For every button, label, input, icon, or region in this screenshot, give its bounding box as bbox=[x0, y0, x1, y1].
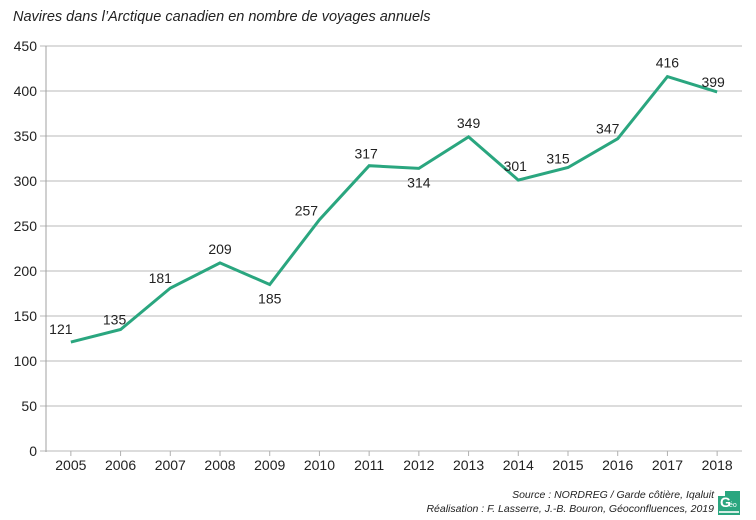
grid-lines bbox=[40, 45, 742, 452]
x-tick-label: 2014 bbox=[503, 457, 534, 473]
data-label: 349 bbox=[457, 115, 481, 131]
x-tick-label: 2012 bbox=[403, 457, 434, 473]
chart-title: Navires dans l’Arctique canadien en nomb… bbox=[13, 9, 431, 25]
data-label: 185 bbox=[258, 291, 282, 307]
y-tick-label: 100 bbox=[14, 353, 38, 369]
series-line bbox=[70, 74, 718, 344]
data-labels: 121 135 181 209 185 257 317 314 349 301 315 347 416 3… bbox=[49, 55, 725, 338]
data-label: 301 bbox=[504, 158, 528, 174]
y-tick-label: 50 bbox=[21, 398, 37, 414]
y-tick-label: 200 bbox=[14, 263, 38, 279]
series-group bbox=[70, 74, 718, 344]
y-tick-labels: 0 50 100 150 200 250 300 350 400 450 bbox=[14, 38, 38, 459]
y-tick-label: 150 bbox=[14, 308, 38, 324]
y-tick-label: 450 bbox=[14, 38, 38, 54]
y-tick-label: 300 bbox=[14, 173, 38, 189]
x-tick-label: 2006 bbox=[105, 457, 136, 473]
data-label: 416 bbox=[656, 55, 680, 71]
data-label: 347 bbox=[596, 121, 620, 137]
x-tick-labels: 2005 2006 2007 2008 2009 2010 2011 2012 2013 2014… bbox=[55, 457, 733, 473]
x-tick-label: 2016 bbox=[602, 457, 633, 473]
x-tick-label: 2008 bbox=[204, 457, 235, 473]
credit-text: Réalisation : F. Lasserre, J.-B. Bouron,… bbox=[426, 503, 714, 515]
data-label: 209 bbox=[208, 241, 232, 257]
data-label: 314 bbox=[407, 174, 431, 190]
x-tick-label: 2015 bbox=[552, 457, 583, 473]
y-tick-label: 350 bbox=[14, 128, 38, 144]
source-text: Source : NORDREG / Garde côtière, Iqalui… bbox=[512, 489, 714, 501]
geoconfluences-logo: G éo bbox=[718, 491, 740, 515]
logo-bar bbox=[719, 511, 739, 513]
data-label: 257 bbox=[295, 203, 319, 219]
x-tick-label: 2010 bbox=[304, 457, 335, 473]
x-tick-label: 2007 bbox=[155, 457, 186, 473]
y-tick-label: 250 bbox=[14, 218, 38, 234]
axes bbox=[45, 46, 718, 456]
x-tick-label: 2013 bbox=[453, 457, 484, 473]
logo-suffix: éo bbox=[729, 502, 737, 509]
y-tick-label: 0 bbox=[29, 443, 37, 459]
x-tick-label: 2018 bbox=[702, 457, 733, 473]
data-label: 121 bbox=[49, 321, 73, 337]
data-label: 399 bbox=[701, 74, 725, 90]
x-tick-label: 2009 bbox=[254, 457, 285, 473]
y-tick-label: 400 bbox=[14, 83, 38, 99]
data-label: 317 bbox=[354, 146, 378, 162]
x-tick-label: 2011 bbox=[354, 457, 384, 473]
data-label: 315 bbox=[546, 151, 570, 167]
data-label: 181 bbox=[149, 270, 173, 286]
x-tick-label: 2005 bbox=[55, 457, 86, 473]
x-tick-label: 2017 bbox=[652, 457, 683, 473]
data-label: 135 bbox=[103, 312, 127, 328]
logo-letter: G bbox=[720, 494, 731, 510]
logo-corner bbox=[718, 491, 725, 496]
